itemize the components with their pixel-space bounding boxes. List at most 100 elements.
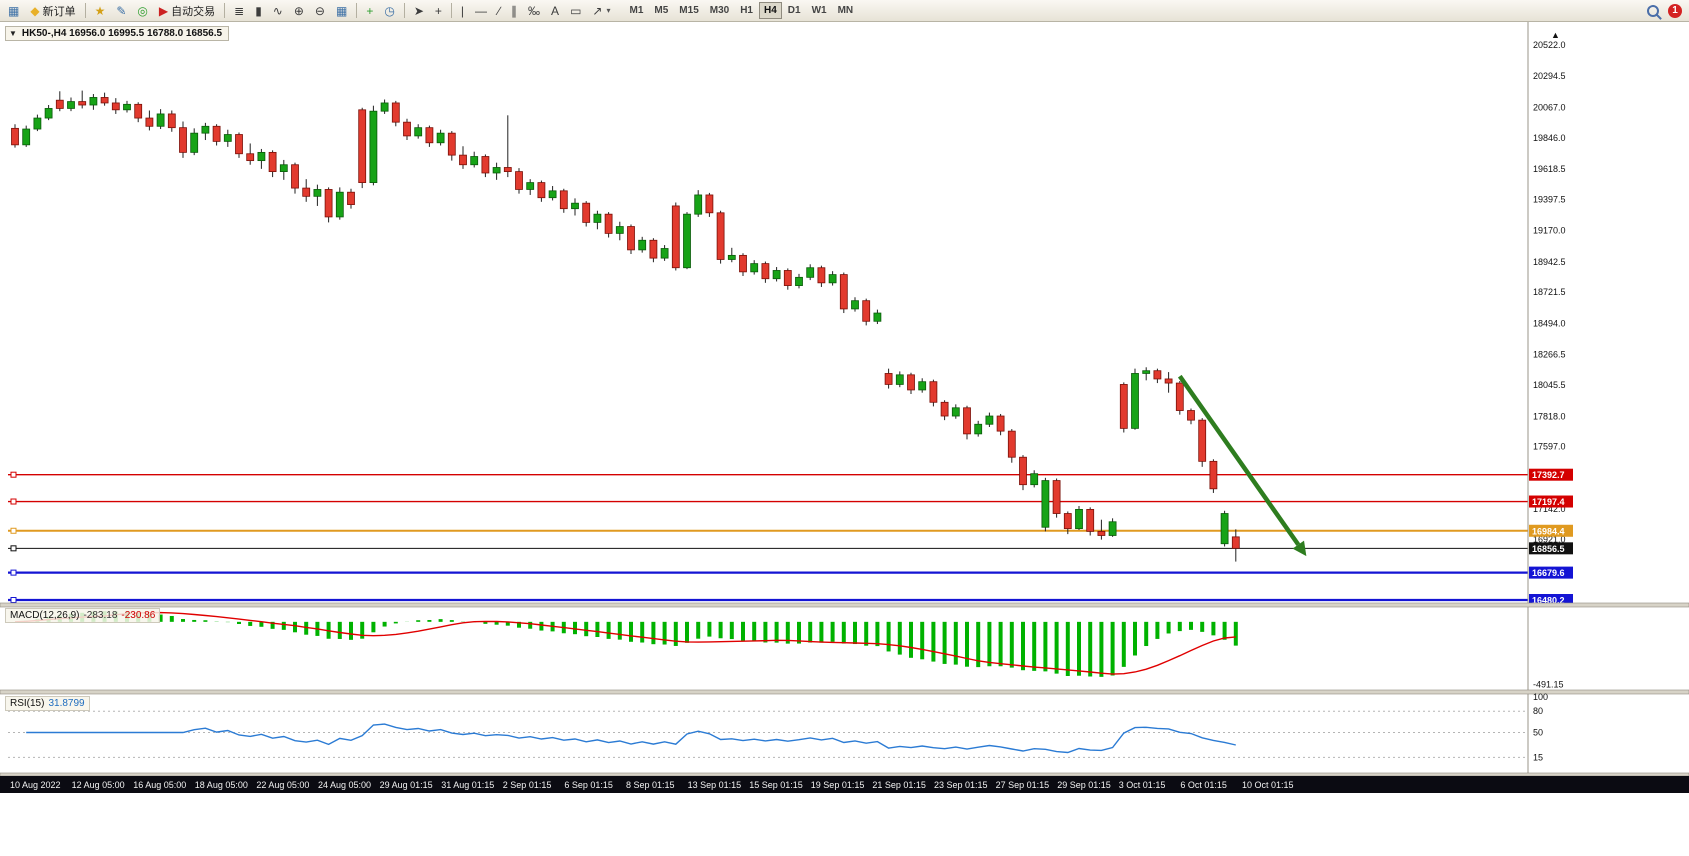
horizontal-line-icon: — [475,3,488,18]
hline-handle[interactable] [10,597,17,603]
signal-button[interactable]: ◎ [132,0,152,22]
time-axis[interactable]: 10 Aug 2022 12 Aug 05:00 16 Aug 05:00 18 Au… [0,776,1689,793]
timeframe-button-mn[interactable]: MN [837,5,854,16]
indicators-button[interactable]: + [361,0,378,22]
crosshair-button[interactable]: + [430,0,447,22]
price-axis-label: 18721.5 [1533,287,1566,297]
time-axis-label: 18 Aug 05:00 [195,780,248,790]
rsi-axis-label: 80 [1533,706,1543,716]
price-axis-label: 19397.5 [1533,194,1566,204]
timeframe-button-w1[interactable]: W1 [811,5,827,16]
candle [179,127,187,153]
panel-separator[interactable] [0,602,1689,608]
indicators-plus-icon: + [366,3,374,18]
hline-handle[interactable] [10,569,17,576]
collapse-arrow-icon[interactable]: ▼ [9,29,17,38]
candle [649,239,658,259]
trend-arrow-line[interactable] [1177,374,1301,546]
time-axis-label: 3 Oct 01:15 [1119,780,1166,790]
vertical-line-button[interactable]: | [456,0,469,22]
fibonacci-button[interactable]: ‰ [523,0,545,22]
timeframe-button-d1[interactable]: D1 [787,5,801,16]
trendline-button[interactable]: ∕ [493,0,505,22]
time-axis-label: 8 Sep 01:15 [626,780,675,790]
price-axis-label: 19618.5 [1533,164,1566,174]
macd-panel: -491.15 [14,611,1564,690]
time-axis-label: 22 Aug 05:00 [256,780,309,790]
editor-icon: ✎ [116,3,127,18]
auto-trading-button[interactable]: ▶ 自动交易 [154,0,220,22]
panel-separator[interactable] [0,772,1689,777]
text-label-icon: ▭ [570,3,582,18]
line-chart-button[interactable]: ∿ [268,0,288,22]
time-axis-label: 15 Sep 01:15 [749,780,803,790]
timeframe-button-m5[interactable]: M5 [654,5,669,16]
horizontal-line-button[interactable]: — [470,0,492,22]
time-axis-label: 29 Sep 01:15 [1057,780,1111,790]
price-axis-label: 18266.5 [1533,350,1566,360]
candle [571,202,579,210]
price-axis-label: 18045.5 [1533,380,1566,390]
price-axis[interactable]: 20522.0 20294.5 20067.0 19846.0 19618.5 19397… [1527,22,1573,776]
candle [279,164,288,173]
trend-arrow-annotation[interactable] [1177,374,1307,557]
price-tag [1529,495,1573,508]
periods-button[interactable]: ◷ [379,0,399,22]
candle [638,239,647,251]
text-icon: A [551,3,560,18]
time-axis-label: 29 Aug 01:15 [380,780,433,790]
candle [526,182,535,190]
crosshair-icon: + [434,3,442,18]
toolbar-separator [403,3,405,18]
cursor-button[interactable]: ➤ [409,0,429,22]
hline-handle[interactable] [10,527,17,534]
timeframe-button-m15[interactable]: M15 [679,5,699,16]
timeframe-button-m1[interactable]: M1 [629,5,644,16]
channel-button[interactable]: ∥ [506,0,522,22]
text-button[interactable]: A [546,0,564,22]
bar-chart-button[interactable]: ≣ [229,0,249,22]
new-order-button[interactable]: ◆ 新订单 [25,0,80,22]
time-axis-label: 10 Aug 2022 [10,780,61,790]
timeframe-button-m30[interactable]: M30 [709,5,730,16]
scroll-marker-icon[interactable]: ▲ [1551,30,1560,40]
clock-icon: ◷ [384,3,395,18]
candle [1187,410,1195,421]
rsi-name: RSI(15) [10,698,45,709]
timeframe-button-h4[interactable]: H4 [759,2,782,19]
hline-handle[interactable] [10,545,17,552]
price-axis-label: 18942.5 [1533,257,1566,267]
panel-separator[interactable] [0,689,1689,695]
price-tag-value: 16856.5 [1532,544,1565,554]
award-button[interactable]: ★ [90,0,111,22]
tile-windows-button[interactable]: ▦ [331,0,352,22]
rsi-indicator-label: RSI(15) 31.8799 [5,696,90,711]
candle [705,194,714,214]
hline-handle[interactable] [10,498,17,505]
search-icon[interactable] [1647,4,1659,17]
candle [257,151,266,162]
time-axis-strip[interactable] [0,776,1689,793]
text-label-button[interactable]: ▭ [565,0,586,22]
metaeditor-button[interactable]: ✎ [111,0,131,22]
notification-badge[interactable]: 1 [1668,3,1682,18]
zoom-in-button[interactable]: ⊕ [289,0,309,22]
hline-handle[interactable] [10,471,17,478]
candle [761,263,770,280]
candle [895,374,904,385]
candlestick-button[interactable]: ▮ [250,0,267,22]
candle [951,407,960,417]
time-axis-label: 6 Sep 01:15 [564,780,613,790]
zoom-out-button[interactable]: ⊖ [310,0,330,22]
macd-main-value: -283.18 [83,610,118,621]
price-tag [1529,542,1573,555]
timeframe-button-h1[interactable]: H1 [740,5,753,16]
price-axis-label: 20294.5 [1533,71,1566,81]
new-chart-button[interactable]: ▦ [3,0,24,22]
candle [884,373,893,385]
time-axis-label: 16 Aug 05:00 [133,780,186,790]
arrows-button[interactable]: ↗ ▾ [587,0,615,22]
chart-header: ▼ HK50-,H4 16956.0 16995.5 16788.0 16856… [5,26,230,41]
candle [324,189,333,218]
